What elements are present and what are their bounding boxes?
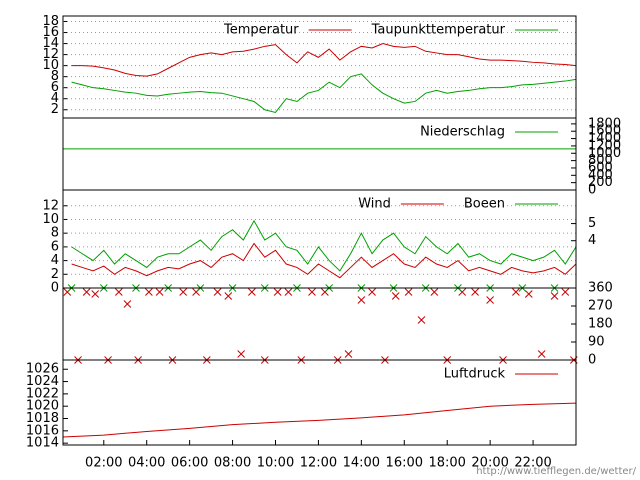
marker: [417, 316, 426, 324]
x-tick-label: 08:00: [214, 456, 251, 471]
x-tick-label: 14:00: [343, 456, 380, 471]
y-tick-label: 1024: [26, 374, 59, 389]
marker: [471, 288, 479, 296]
marker: [391, 292, 400, 300]
marker: [357, 296, 366, 304]
y-tick-label: 10: [42, 58, 59, 73]
y-tick-label: 1016: [26, 423, 59, 438]
y2-tick-label: 180: [588, 317, 613, 332]
y-tick-label: 10: [42, 212, 59, 227]
marker: [404, 288, 413, 296]
marker: [213, 288, 222, 296]
y-tick-label: 6: [51, 80, 59, 95]
marker: [91, 290, 100, 298]
marker: [344, 350, 353, 358]
marker: [537, 350, 546, 358]
marker: [179, 288, 188, 296]
y2-tick-label: 0: [588, 353, 596, 368]
legend-label: Taupunkttemperatur: [371, 23, 506, 38]
y-tick-label: 2: [51, 267, 59, 282]
series-line: [71, 43, 577, 77]
x-tick-label: 22:00: [514, 456, 551, 471]
y-tick-label: 12: [42, 47, 59, 62]
series-line: [62, 402, 577, 438]
panel-border: [62, 287, 577, 361]
marker: [524, 290, 533, 298]
y-tick-label: 6: [51, 239, 59, 254]
marker: [284, 288, 293, 296]
marker: [123, 300, 132, 308]
marker: [114, 288, 123, 296]
y2-tick-label: 600: [588, 160, 613, 175]
y2-tick-label: 90: [588, 335, 605, 350]
x-tick-label: 02:00: [85, 456, 122, 471]
y2-tick-label: 1000: [588, 146, 621, 161]
y-tick-label: 8: [51, 226, 59, 241]
marker: [512, 288, 520, 296]
y-tick-label: 1026: [26, 362, 59, 377]
legend-label: Boeen: [464, 197, 505, 212]
marker: [273, 288, 282, 296]
y-tick-label: 8: [51, 69, 59, 84]
y2-tick-label: 0: [588, 183, 596, 198]
marker: [486, 296, 494, 304]
marker: [248, 288, 256, 296]
legend-label: Temperatur: [223, 23, 299, 38]
y-tick-label: 2: [51, 102, 59, 117]
marker: [430, 288, 439, 296]
y2-tick-label: 1200: [588, 138, 621, 153]
y2-tick-label: 1800: [588, 116, 621, 131]
y2-tick-label: 5: [588, 216, 596, 231]
y2-tick-label: 360: [588, 281, 613, 296]
marker: [308, 288, 316, 296]
marker: [237, 350, 246, 358]
marker: [561, 288, 570, 296]
series-line: [71, 242, 577, 279]
marker: [368, 288, 376, 296]
y-tick-label: 4: [51, 253, 59, 268]
y2-tick-label: 200: [588, 175, 613, 190]
x-tick-label: 04:00: [128, 456, 165, 471]
source: http://www.tiefflegen.de/wetter/: [476, 466, 636, 477]
series-line: [71, 219, 577, 272]
marker: [550, 292, 559, 300]
legend-label: Wind: [358, 197, 391, 212]
marker: [82, 288, 91, 296]
series-line: [71, 73, 577, 114]
x-tick-label: 06:00: [171, 456, 208, 471]
x-tick-label: 18:00: [428, 456, 465, 471]
legend-label: Luftdruck: [444, 367, 506, 382]
x-tick-label: 10:00: [257, 456, 294, 471]
x-tick-label: 12:00: [300, 456, 337, 471]
y-tick-label: 1014: [26, 436, 59, 451]
y-tick-label: 12: [42, 198, 59, 213]
x-tick-label: 16:00: [386, 456, 423, 471]
marker: [155, 288, 164, 296]
y-tick-label: 0: [51, 281, 59, 296]
marker: [224, 292, 233, 300]
y2-tick-label: 400: [588, 168, 613, 183]
y-tick-label: 4: [51, 91, 59, 106]
y2-tick-label: 800: [588, 153, 613, 168]
y-tick-label: 18: [42, 14, 59, 29]
y-tick-label: 16: [42, 25, 59, 40]
y-tick-label: 1020: [26, 399, 59, 414]
marker: [145, 288, 153, 296]
x-tick-label: 20:00: [471, 456, 508, 471]
y2-tick-label: 1400: [588, 131, 621, 146]
panel-border: [62, 359, 577, 446]
y-tick-label: 14: [42, 36, 59, 51]
y2-tick-label: 270: [588, 299, 613, 314]
legend-label: Niederschlag: [420, 125, 505, 140]
y-tick-label: 1018: [26, 411, 59, 426]
y2-tick-label: 1600: [588, 124, 621, 139]
y-tick-label: 1022: [26, 386, 59, 401]
y2-tick-label: 4: [588, 233, 596, 248]
